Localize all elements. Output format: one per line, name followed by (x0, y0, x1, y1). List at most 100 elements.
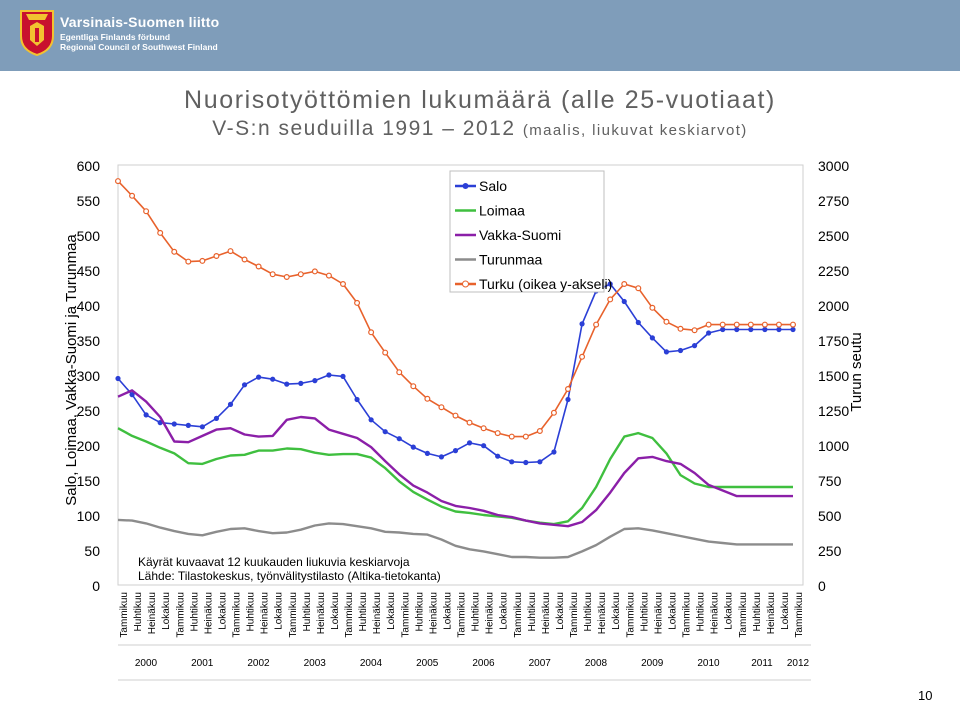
x-month-tick-label: Heinäkuu (372, 592, 383, 634)
salo-data-point (677, 347, 684, 354)
turku-data-point (789, 321, 796, 328)
salo-data-point (368, 417, 374, 423)
x-year-label: 2007 (529, 658, 552, 669)
turku-data-point (508, 433, 515, 440)
turku-data-point (635, 285, 642, 292)
chart-title-sub: (maalis, liukuvat keskiarvot) (522, 122, 748, 139)
x-year-label: 2009 (641, 658, 664, 669)
legend-marker (462, 183, 469, 189)
x-month-tick-label: Huhtikuu (471, 592, 482, 631)
salo-data-point (298, 380, 304, 386)
salo-data-point (438, 454, 445, 460)
y-right-tick-label: 2250 (818, 263, 849, 279)
y-right-tick-label: 0 (818, 578, 826, 594)
page-number: 10 (918, 688, 933, 703)
legend-label: Turku (oikea y-akseli) (479, 276, 612, 292)
turku-data-point (424, 395, 431, 402)
x-month-tick-label: Huhtikuu (302, 592, 313, 631)
x-year-label: 2003 (304, 658, 327, 669)
salo-data-point (241, 382, 248, 388)
y-right-tick-label: 1750 (818, 333, 849, 349)
salo-data-point (466, 440, 473, 446)
y-left-tick-label: 250 (77, 403, 101, 419)
y-right-axis-title: Turun seutu (848, 332, 865, 412)
salo-data-point (537, 459, 543, 465)
turku-data-point (550, 409, 557, 416)
salo-data-point (326, 372, 332, 378)
x-month-tick-label: Huhtikuu (189, 592, 200, 631)
y-right-tick-label: 1250 (818, 403, 849, 419)
legend-marker (462, 280, 469, 288)
chart-title-line-2: V-S:n seuduilla 1991 – 2012 (maalis, liu… (0, 117, 960, 141)
salo-data-point (213, 415, 220, 421)
turku-data-point (522, 433, 529, 440)
salo-data-point (424, 450, 430, 456)
y-left-tick-label: 200 (77, 438, 101, 454)
y-left-tick-label: 600 (77, 158, 101, 174)
y-left-tick-label: 550 (77, 193, 101, 209)
y-left-tick-label: 0 (92, 578, 100, 594)
x-month-tick-label: Heinäkuu (766, 592, 777, 634)
x-month-tick-label: Lokakuu (330, 592, 341, 630)
salo-data-point (382, 429, 388, 435)
y-right-tick-label: 2500 (818, 228, 849, 244)
turku-data-point (719, 321, 726, 328)
y-right-tick-label: 250 (818, 543, 842, 559)
y-left-tick-label: 300 (77, 368, 101, 384)
turku-data-point (241, 256, 248, 263)
x-month-tick-label: Heinäkuu (541, 592, 552, 634)
turku-data-point (761, 321, 768, 328)
salo-data-point (565, 396, 571, 403)
org-subtitle-english: Regional Council of Southwest Finland (60, 42, 218, 52)
x-month-tick-label: Huhtikuu (133, 592, 144, 631)
turku-data-point (564, 386, 571, 393)
salo-data-point (354, 396, 360, 403)
salo-data-point (227, 401, 234, 407)
org-name: Varsinais-Suomen liitto (60, 14, 220, 30)
x-month-tick-label: Heinäkuu (147, 592, 158, 634)
salo-data-point (691, 343, 698, 349)
turku-data-point (157, 229, 164, 236)
x-year-label: 2012 (787, 658, 810, 669)
x-month-tick-label: Lokakuu (724, 592, 735, 630)
legend-label: Salo (479, 178, 507, 194)
turku-data-point (325, 272, 332, 279)
y-left-tick-label: 100 (77, 508, 101, 524)
turku-data-point (368, 329, 375, 336)
y-left-tick-label: 400 (77, 298, 101, 314)
turku-data-point (311, 268, 318, 275)
x-month-tick-label: Huhtikuu (246, 592, 257, 631)
x-month-tick-label: Huhtikuu (583, 592, 594, 631)
turku-data-point (283, 274, 290, 281)
x-month-tick-label: Lokakuu (780, 592, 791, 630)
x-month-tick-label: Heinäkuu (260, 592, 271, 634)
legend-label: Loimaa (479, 203, 525, 219)
x-month-tick-label: Huhtikuu (527, 592, 538, 631)
turku-data-point (593, 321, 600, 328)
salo-data-point (410, 444, 416, 450)
salo-data-point (115, 375, 121, 382)
x-month-tick-label: Tammikuu (175, 592, 186, 638)
turku-data-point (775, 321, 782, 328)
series-line-salo (117, 283, 793, 464)
salo-data-point (199, 424, 205, 430)
salo-data-point (621, 298, 627, 305)
x-month-tick-label: Heinäkuu (203, 592, 214, 634)
turku-data-point (185, 258, 192, 265)
x-month-tick-label: Tammikuu (794, 592, 805, 638)
turku-data-point (438, 404, 445, 411)
x-month-tick-label: Lokakuu (611, 592, 622, 630)
y-right-tick-label: 500 (818, 508, 842, 524)
y-right-tick-label: 1500 (818, 368, 849, 384)
y-left-tick-label: 150 (77, 473, 101, 489)
turku-data-point (466, 419, 473, 426)
x-month-tick-label: Huhtikuu (639, 592, 650, 631)
x-year-label: 2006 (472, 658, 495, 669)
x-month-tick-label: Lokakuu (499, 592, 510, 630)
y-right-tick-label: 2750 (818, 193, 849, 209)
x-month-tick-label: Lokakuu (386, 592, 397, 630)
turku-data-point (410, 383, 417, 390)
salo-data-point (663, 349, 670, 355)
x-month-tick-label: Lokakuu (217, 592, 228, 630)
x-month-tick-label: Tammikuu (232, 592, 243, 638)
